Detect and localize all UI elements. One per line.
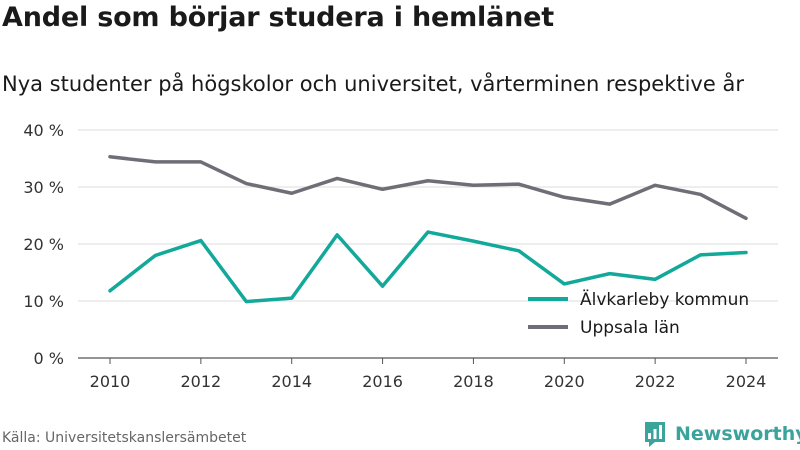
series-line-uppsala: [108, 155, 748, 221]
newsworthy-logo-icon: [645, 422, 665, 447]
brand-logo: Newsworthy: [643, 420, 800, 448]
legend-label: Uppsala län: [580, 318, 680, 338]
x-tick-label: 2022: [635, 372, 676, 391]
y-tick-label: 0 %: [34, 349, 64, 368]
legend: Älvkarleby kommun Uppsala län: [528, 289, 749, 338]
y-tick-label: 30 %: [23, 178, 64, 197]
source-note: Källa: Universitetskanslersämbetet: [2, 430, 247, 446]
y-axis-ticks: 0 % 10 % 20 % 30 % 40 %: [23, 121, 64, 368]
line-chart: 0 % 10 % 20 % 30 % 40 % 2010 2012 2014 2016 2018…: [23, 121, 778, 391]
x-tick-label: 2010: [90, 372, 131, 391]
x-tick-label: 2024: [726, 372, 767, 391]
brand-name: Newsworthy: [675, 423, 800, 445]
x-tick-label: 2018: [453, 372, 494, 391]
y-tick-label: 10 %: [23, 292, 64, 311]
series-lines: [108, 155, 748, 304]
x-tick-label: 2016: [362, 372, 403, 391]
chart-subtitle: Nya studenter på högskolor och universit…: [2, 72, 744, 96]
legend-label: Älvkarleby kommun: [580, 289, 749, 310]
x-tick-label: 2012: [180, 372, 221, 391]
y-tick-label: 40 %: [23, 121, 64, 140]
series-line-alvkarleby: [108, 230, 748, 304]
chart-title: Andel som börjar studera i hemlänet: [2, 2, 554, 33]
x-axis-ticks: 2010 2012 2014 2016 2018 2020 2022 2024: [90, 358, 767, 391]
y-tick-label: 20 %: [23, 235, 64, 254]
x-tick-label: 2020: [544, 372, 585, 391]
x-tick-label: 2014: [271, 372, 312, 391]
